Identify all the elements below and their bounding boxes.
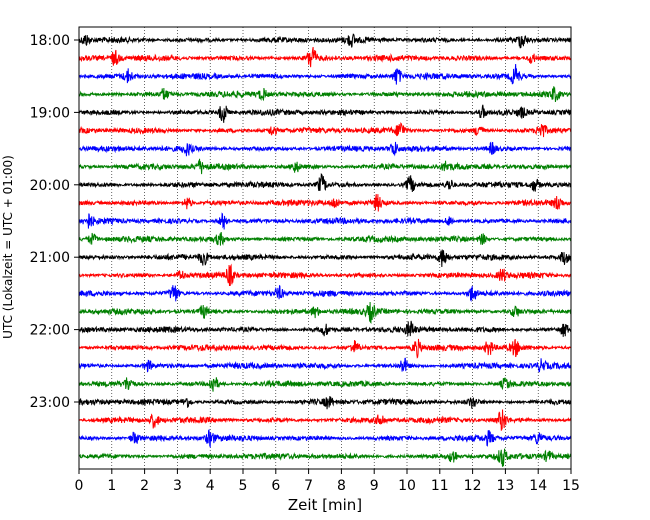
trace-line <box>78 377 572 392</box>
trace-line <box>78 173 572 193</box>
y-tick-label: 22:00 <box>30 323 70 339</box>
trace-line <box>78 158 572 175</box>
trace-line <box>78 249 572 267</box>
trace-line <box>78 104 572 123</box>
x-axis-ticks: 0 1 2 3 4 5 6 7 8 9 10 11 12 13 14 15 <box>75 469 580 494</box>
x-tick-label: 6 <box>271 478 280 494</box>
trace-line <box>78 320 572 337</box>
trace-line <box>78 396 572 410</box>
x-tick-label: 8 <box>337 478 346 494</box>
x-tick-label: 9 <box>370 478 379 494</box>
x-tick-label: 7 <box>304 478 313 494</box>
trace-line <box>78 86 572 103</box>
x-tick-label: 1 <box>107 478 116 494</box>
trace-line <box>78 212 572 230</box>
x-tick-label: 5 <box>239 478 248 494</box>
y-tick-label: 23:00 <box>30 395 70 411</box>
trace-line <box>78 409 572 431</box>
x-tick-label: 14 <box>529 478 547 494</box>
x-tick-label: 11 <box>431 478 449 494</box>
y-axis-label: UTC (Lokalzeit = UTC + 01:00) <box>1 155 15 339</box>
trace-line <box>78 231 572 246</box>
trace-line <box>78 302 572 325</box>
trace-line <box>78 194 572 212</box>
y-axis-ticks: 18:00 19:00 20:00 21:00 22:00 23:00 <box>30 33 79 411</box>
trace-line <box>78 448 572 467</box>
trace-line <box>78 141 572 157</box>
y-tick-label: 21:00 <box>30 250 70 266</box>
trace-line <box>78 122 572 138</box>
x-tick-label: 13 <box>496 478 514 494</box>
trace-line <box>78 284 572 303</box>
x-axis-label: Zeit [min] <box>288 496 362 514</box>
trace-line <box>78 46 572 68</box>
x-tick-label: 3 <box>173 478 182 494</box>
trace-line <box>78 33 572 49</box>
trace-line <box>78 357 572 373</box>
trace-line <box>78 428 572 449</box>
y-tick-label: 20:00 <box>30 178 70 194</box>
x-tick-label: 2 <box>140 478 149 494</box>
plot-frame <box>78 26 572 470</box>
x-tick-label: 12 <box>464 478 482 494</box>
x-tick-label: 10 <box>398 478 416 494</box>
x-tick-label: 0 <box>75 478 84 494</box>
x-tick-label: 4 <box>206 478 215 494</box>
x-tick-label: 15 <box>562 478 580 494</box>
y-tick-label: 19:00 <box>30 105 70 121</box>
trace-line <box>78 63 572 85</box>
seismic-traces <box>78 33 572 467</box>
trace-line <box>78 263 572 287</box>
trace-line <box>78 338 572 359</box>
y-tick-label: 18:00 <box>30 33 70 49</box>
